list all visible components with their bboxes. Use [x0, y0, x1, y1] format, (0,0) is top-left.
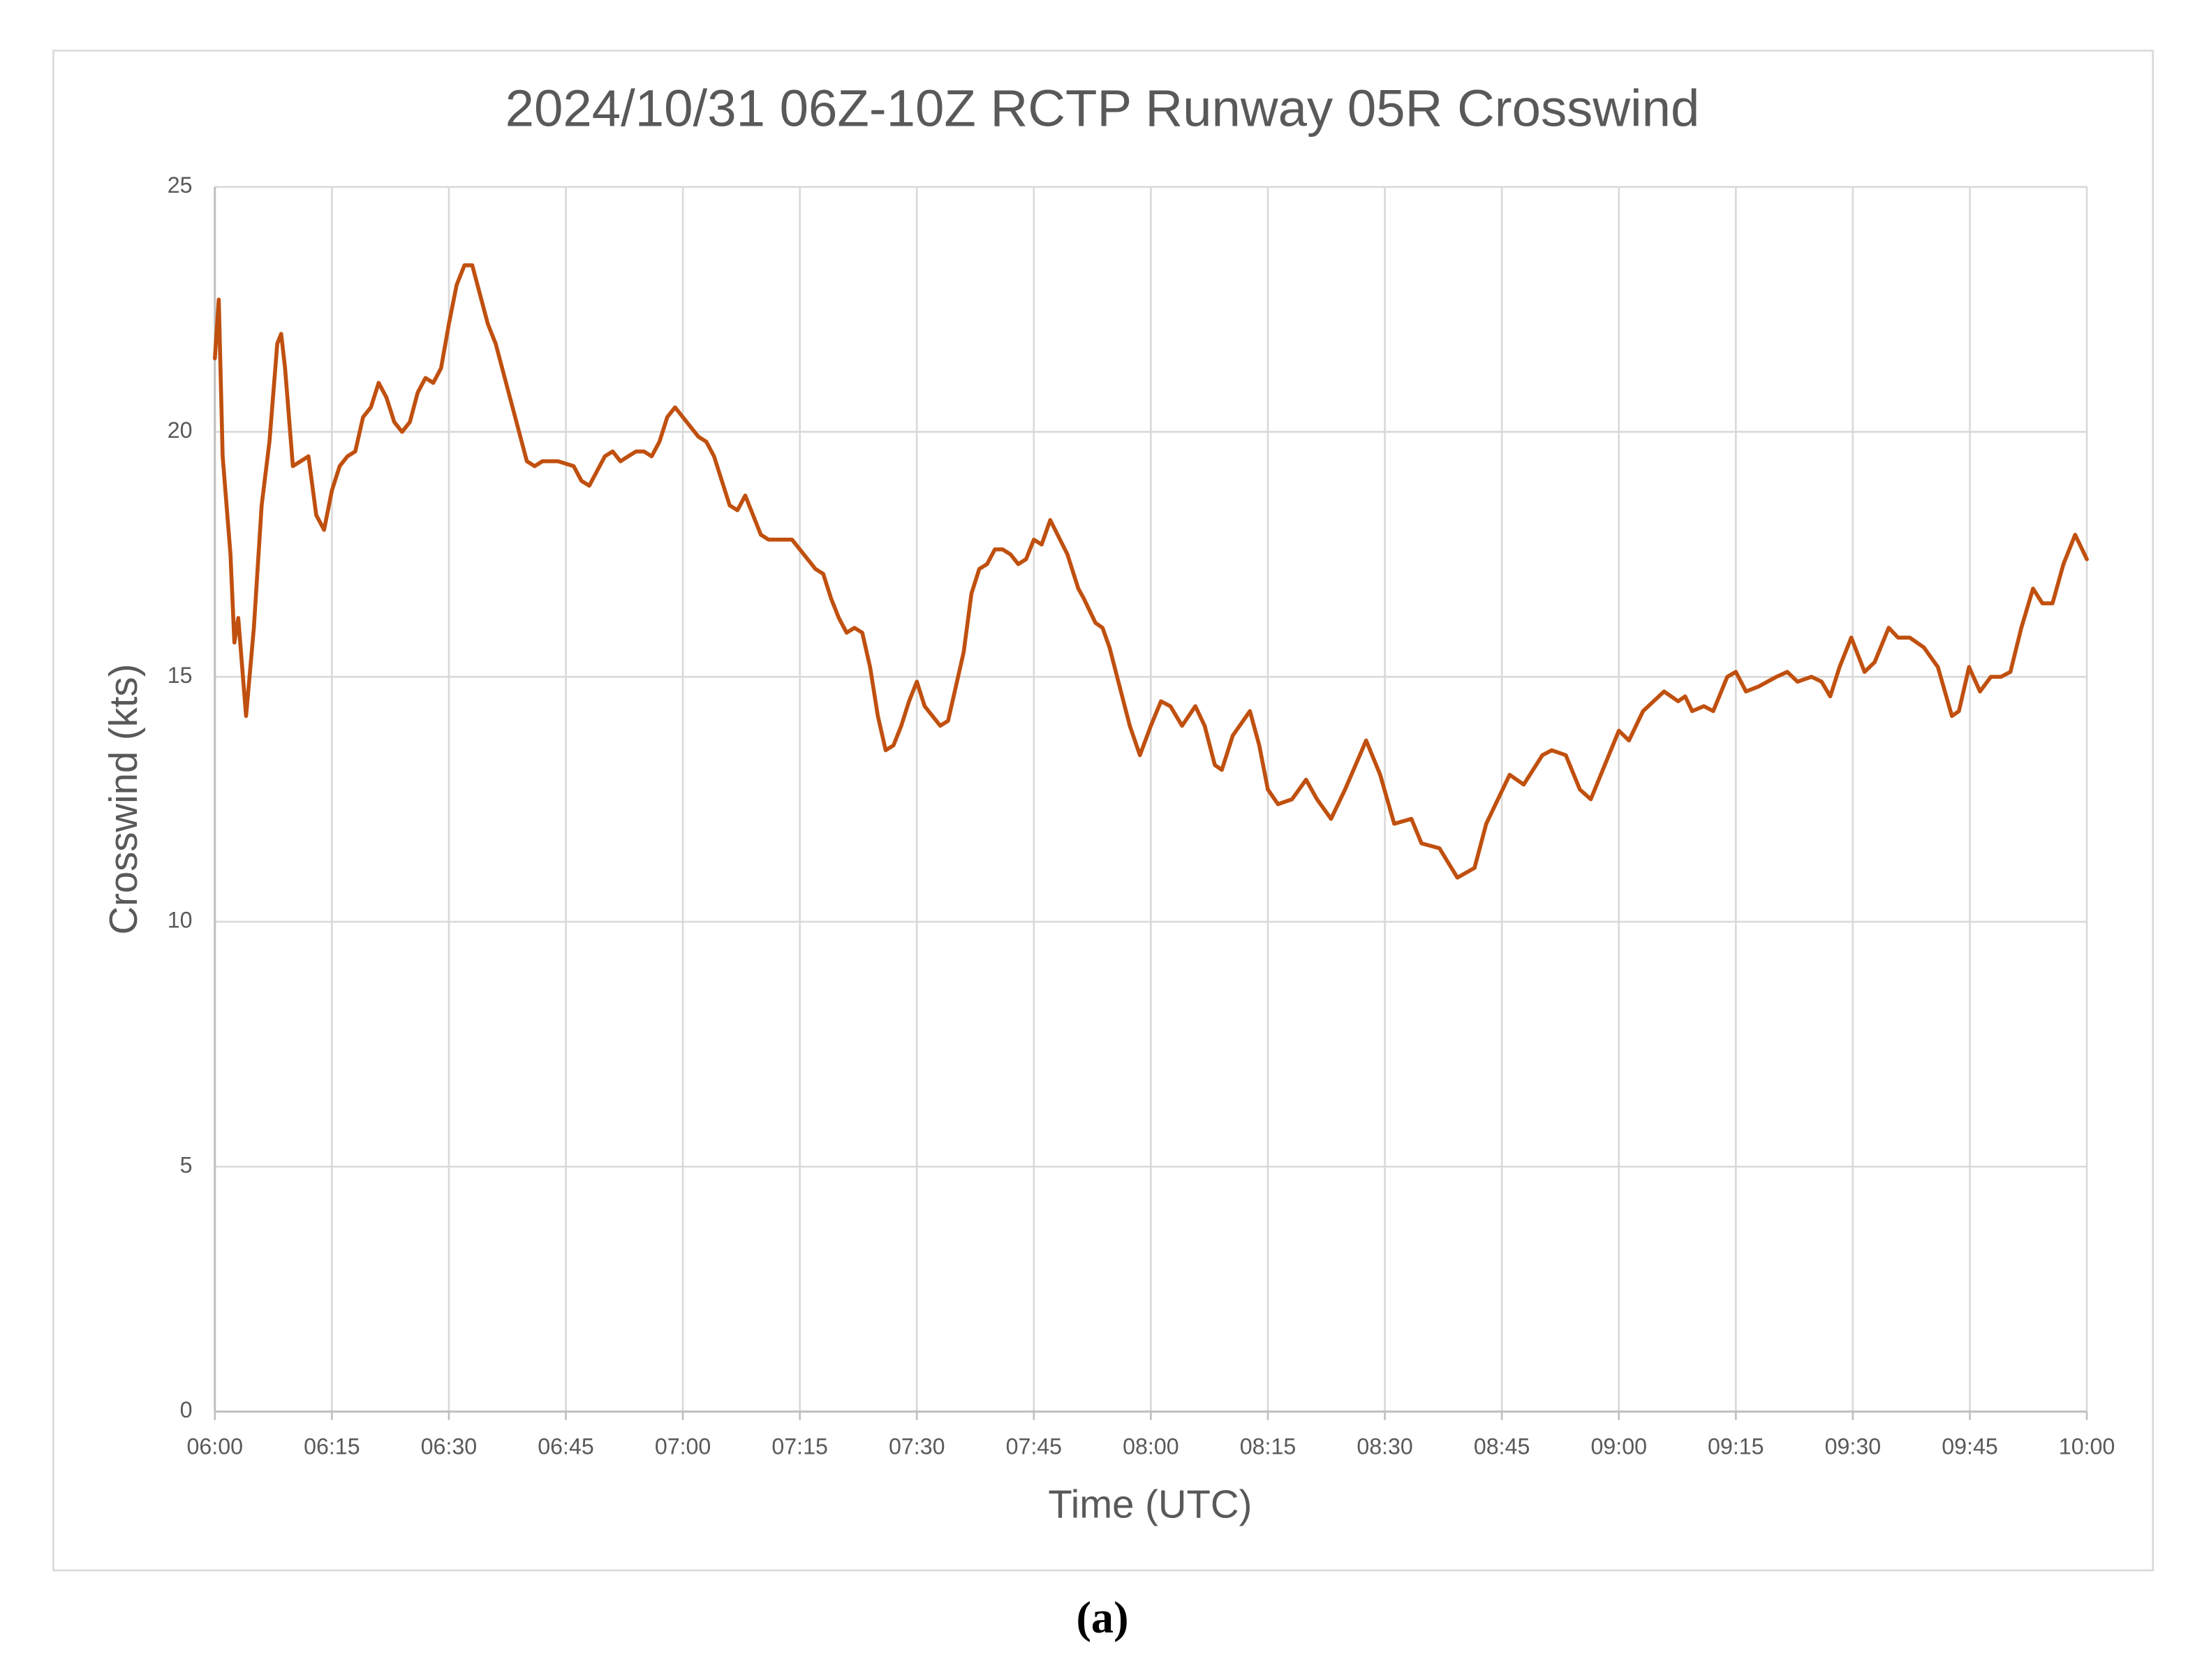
x-tick-label: 06:15 — [304, 1434, 360, 1459]
y-tick-label: 25 — [168, 172, 193, 198]
x-tick-label: 06:00 — [186, 1434, 243, 1459]
x-tick-label: 07:15 — [771, 1434, 828, 1459]
x-tick-label: 08:45 — [1474, 1434, 1530, 1459]
chart-frame — [52, 50, 2154, 1572]
y-tick-label: 20 — [168, 418, 193, 443]
y-tick-label: 10 — [168, 908, 193, 933]
x-tick-label: 07:00 — [655, 1434, 711, 1459]
y-axis-label: Crosswind (kts) — [101, 664, 145, 935]
x-tick-label: 09:30 — [1825, 1434, 1882, 1459]
x-tick-label: 09:45 — [1942, 1434, 1998, 1459]
x-axis-label: Time (UTC) — [1048, 1482, 1252, 1526]
y-tick-label: 5 — [180, 1152, 193, 1177]
y-tick-label: 15 — [168, 663, 193, 688]
x-tick-label: 08:30 — [1357, 1434, 1413, 1459]
chart-title: 2024/10/31 06Z-10Z RCTP Runway 05R Cross… — [505, 80, 1700, 138]
x-tick-label: 07:30 — [889, 1434, 945, 1459]
x-tick-label: 06:45 — [538, 1434, 594, 1459]
x-tick-label: 06:30 — [421, 1434, 478, 1459]
x-tick-label: 07:45 — [1006, 1434, 1063, 1459]
y-tick-label: 0 — [180, 1397, 193, 1422]
data-line — [212, 263, 2089, 880]
x-tick-label: 08:00 — [1123, 1434, 1179, 1459]
x-tick-label: 08:15 — [1240, 1434, 1296, 1459]
x-tick-label: 09:15 — [1708, 1434, 1764, 1459]
x-tick-label: 10:00 — [2059, 1434, 2115, 1459]
x-tick-label: 09:00 — [1590, 1434, 1647, 1459]
caption: (a) — [1076, 1593, 1128, 1642]
